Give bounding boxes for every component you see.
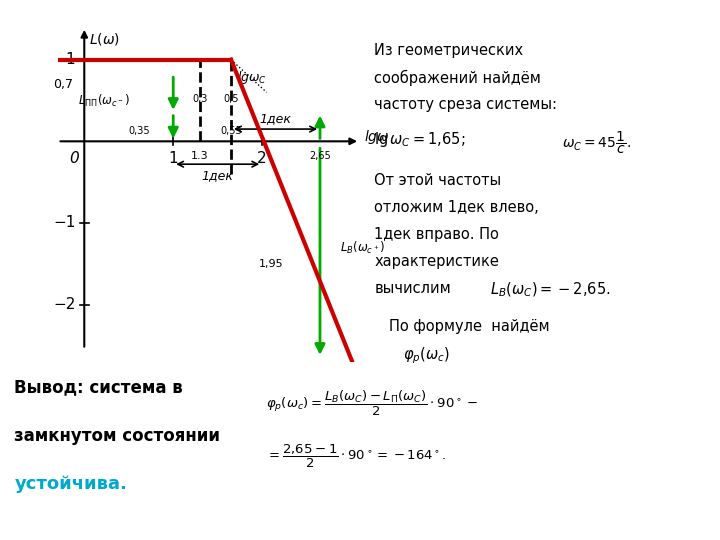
Text: характеристике: характеристике [374,254,499,269]
Text: 0,7: 0,7 [53,78,73,91]
Text: $= \dfrac{2{,}65 - 1}{2} \cdot 90^\circ = -164^\circ.$: $= \dfrac{2{,}65 - 1}{2} \cdot 90^\circ … [266,443,447,470]
Text: 1дек вправо. По: 1дек вправо. По [374,227,499,242]
Text: вычислим: вычислим [374,281,451,296]
Text: $\varphi_p(\omega_c) = \dfrac{L_B(\omega_C) - L_{\Pi}(\omega_C)}{2} \cdot 90^\ci: $\varphi_p(\omega_c) = \dfrac{L_B(\omega… [266,389,478,418]
Text: 1: 1 [66,52,76,67]
Text: −1: −1 [53,215,76,231]
Text: Вывод: система в: Вывод: система в [14,378,183,396]
Text: 1.3: 1.3 [191,151,209,161]
Text: Из геометрических: Из геометрических [374,43,523,58]
Text: От этой частоты: От этой частоты [374,173,502,188]
Text: $L_{\Pi\Pi}(\omega_{c^-})$: $L_{\Pi\Pi}(\omega_{c^-})$ [78,92,130,109]
Text: 1: 1 [168,151,178,166]
Text: 0,5: 0,5 [223,94,239,104]
Text: 2: 2 [257,151,267,166]
Text: 0,35: 0,35 [129,126,150,136]
Text: 0,55: 0,55 [220,126,242,136]
Text: −2: −2 [53,297,76,312]
Text: $\lg\omega_C = 1{,}65;$: $\lg\omega_C = 1{,}65;$ [374,130,466,148]
Text: устойчива.: устойчива. [14,475,127,493]
Text: $\varphi_p(\omega_c)$: $\varphi_p(\omega_c)$ [403,346,450,366]
Text: $\omega_C = 45\dfrac{1}{c}.$: $\omega_C = 45\dfrac{1}{c}.$ [562,130,631,156]
Text: $L_B(\omega_{c^+})$: $L_B(\omega_{c^+})$ [341,239,386,255]
Text: отложим 1дек влево,: отложим 1дек влево, [374,200,539,215]
Text: $L(\omega)$: $L(\omega)$ [89,31,120,47]
Text: 2,65: 2,65 [309,151,331,161]
Text: частоту среза системы:: частоту среза системы: [374,97,557,112]
Text: По формуле  найдём: По формуле найдём [389,319,549,334]
Text: lg$\omega_C$: lg$\omega_C$ [238,70,267,86]
Text: 0,3: 0,3 [192,94,207,104]
Text: 0: 0 [68,151,78,166]
Text: 1,95: 1,95 [258,259,284,269]
Text: 1дек: 1дек [260,112,292,125]
Text: $L_B(\omega_C) = -2{,}65.$: $L_B(\omega_C) = -2{,}65.$ [490,281,610,299]
Text: замкнутом состоянии: замкнутом состоянии [14,427,220,444]
Text: lg$\omega$: lg$\omega$ [364,128,390,146]
Text: 1дек: 1дек [202,169,233,182]
Text: соображений найдём: соображений найдём [374,70,541,86]
